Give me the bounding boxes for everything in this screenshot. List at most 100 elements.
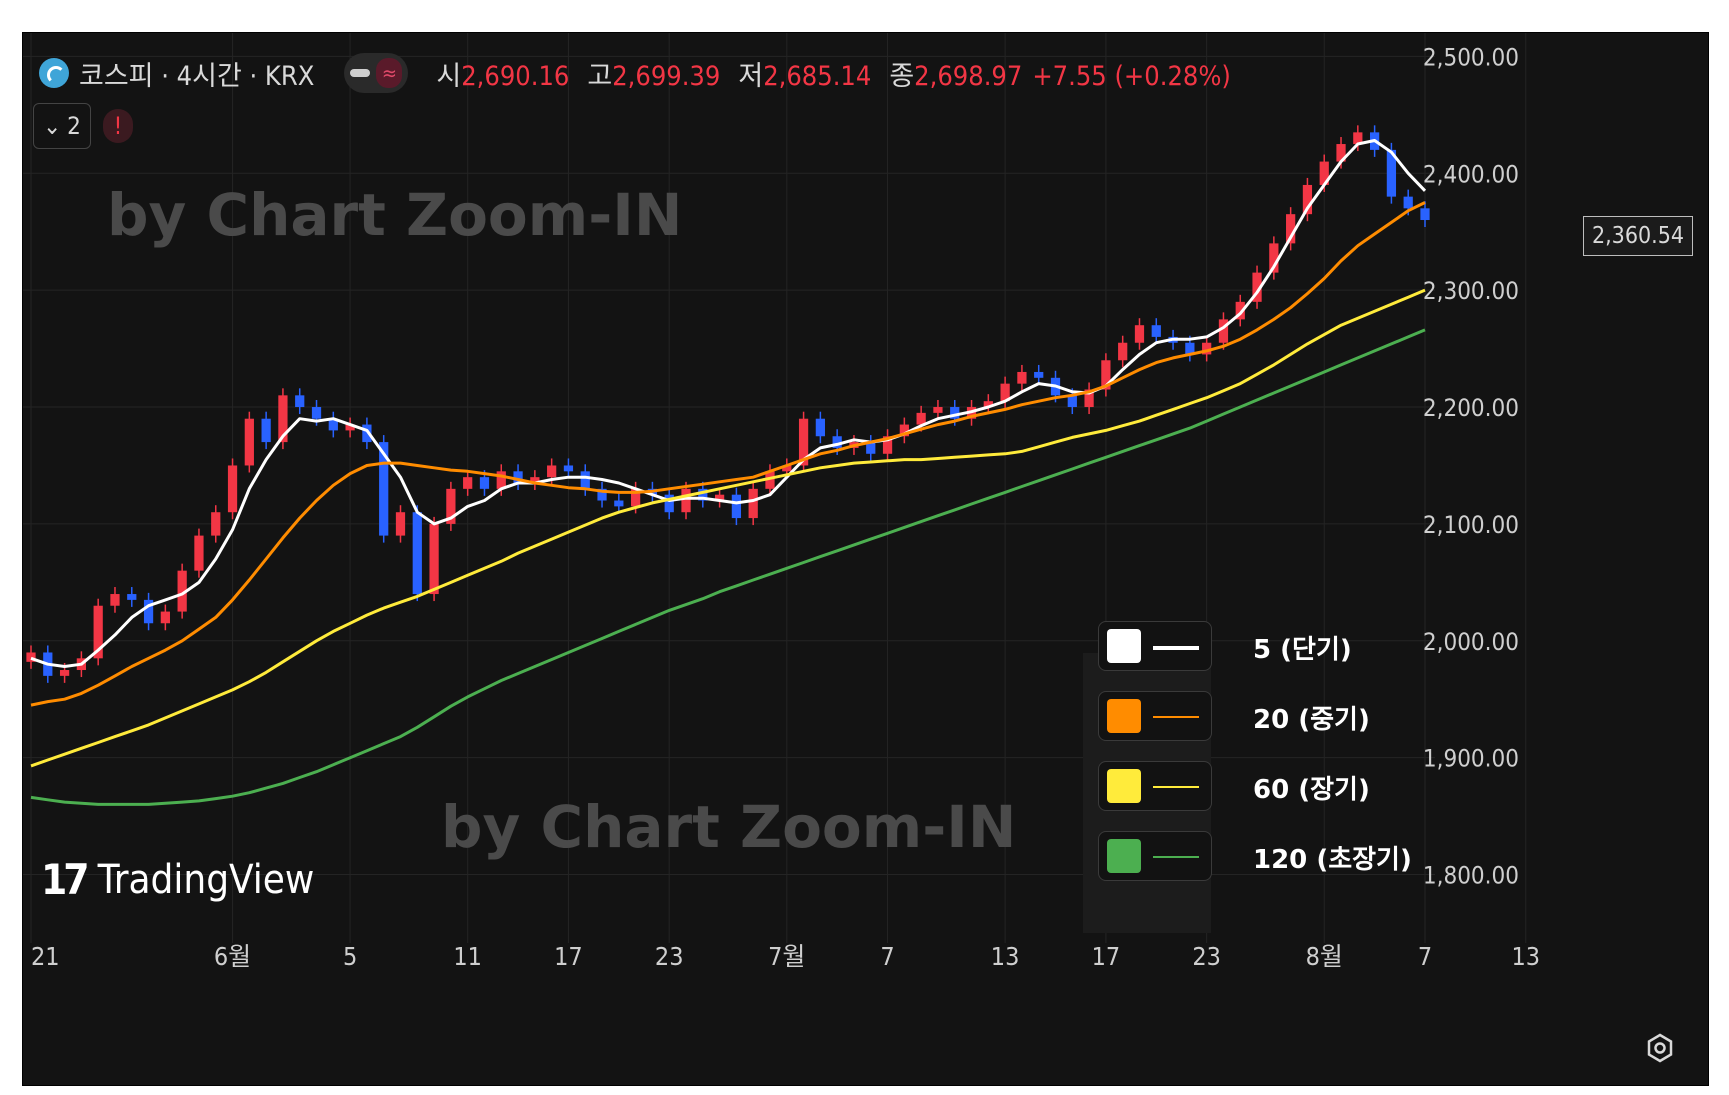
indicator-row: ⌄ 2 ! bbox=[33, 103, 133, 149]
candle-body bbox=[1202, 342, 1212, 355]
candle-body bbox=[1185, 342, 1195, 355]
y-tick-label: 2,400.00 bbox=[1423, 160, 1519, 188]
candle-body bbox=[1084, 389, 1094, 408]
x-tick-label: 17 bbox=[1092, 942, 1121, 971]
ohlc-value: 2,685.14 bbox=[763, 60, 872, 92]
legend-item bbox=[1098, 831, 1212, 881]
candle-body bbox=[1252, 272, 1262, 302]
candle-body bbox=[496, 471, 506, 489]
candle-body bbox=[127, 594, 137, 600]
ohlc-key: 저 bbox=[738, 60, 764, 92]
candle-body bbox=[698, 488, 708, 501]
candle-body bbox=[916, 412, 926, 425]
x-tick-label: 7 bbox=[880, 942, 894, 971]
settings-icon[interactable] bbox=[1645, 1033, 1675, 1063]
ohlc-value: 2,698.97 bbox=[914, 60, 1023, 92]
x-tick-label: 17 bbox=[554, 942, 583, 971]
candle-body bbox=[93, 605, 103, 659]
candle-body bbox=[580, 471, 590, 489]
legend-label: 120 (초장기) bbox=[1253, 845, 1412, 875]
legend-label: 5 (단기) bbox=[1253, 635, 1352, 665]
candle-body bbox=[379, 442, 389, 536]
candle-body bbox=[950, 407, 960, 419]
ma-line-20 bbox=[30, 201, 1426, 707]
legend-item bbox=[1098, 691, 1212, 741]
candle-body bbox=[1134, 325, 1145, 343]
x-tick-label: 21 bbox=[31, 942, 60, 971]
candle-body bbox=[244, 418, 254, 466]
legend-line bbox=[1153, 646, 1199, 650]
kospi-logo-icon bbox=[39, 58, 69, 88]
candle-body bbox=[395, 512, 406, 536]
candle-body bbox=[1235, 301, 1245, 320]
legend-swatch bbox=[1107, 629, 1141, 663]
legend-item bbox=[1098, 761, 1212, 811]
legend-swatch bbox=[1107, 839, 1141, 873]
candle-body bbox=[1286, 214, 1296, 244]
indicator-count: 2 bbox=[67, 112, 81, 140]
candle-body bbox=[110, 594, 120, 606]
x-tick-label: 23 bbox=[1192, 942, 1221, 971]
ma-line-60 bbox=[30, 288, 1426, 768]
chevron-down-icon: ⌄ bbox=[43, 112, 62, 140]
symbol-title[interactable]: 코스피 · 4시간 · KRX bbox=[79, 60, 315, 92]
candle-body bbox=[815, 418, 825, 437]
ohlc-value: 2,690.16 bbox=[461, 60, 570, 92]
x-tick-label: 13 bbox=[1511, 942, 1540, 971]
legend-label: 20 (중기) bbox=[1253, 705, 1370, 735]
y-tick-label: 2,100.00 bbox=[1423, 511, 1519, 539]
candle-body bbox=[1420, 208, 1430, 221]
candle-body bbox=[1269, 243, 1279, 273]
x-tick-label: 23 bbox=[655, 942, 684, 971]
ohlc-key: 시 bbox=[436, 60, 462, 92]
ohlc-key: 종 bbox=[889, 60, 915, 92]
candle-body bbox=[933, 407, 943, 413]
candle-body bbox=[832, 436, 842, 448]
candle-body bbox=[1151, 325, 1161, 337]
candle-body bbox=[899, 424, 909, 437]
candle-body bbox=[1353, 132, 1363, 145]
legend-swatch bbox=[1107, 699, 1141, 733]
candle-body bbox=[177, 570, 187, 612]
legend-line bbox=[1153, 856, 1199, 858]
candle-body bbox=[479, 477, 490, 489]
ohlc-readout: 시2,690.16 고2,699.39 저2,685.14 종2,698.97 +7.5… bbox=[418, 54, 1231, 93]
watermark-top: by Chart Zoom-IN bbox=[107, 181, 683, 249]
candle-body bbox=[513, 471, 523, 483]
x-tick-label: 7 bbox=[1418, 942, 1432, 971]
candle-body bbox=[882, 436, 893, 454]
candle-body bbox=[1017, 371, 1027, 384]
x-tick-label: 5 bbox=[343, 942, 357, 971]
candle-body bbox=[345, 424, 355, 431]
y-tick-label: 2,200.00 bbox=[1423, 394, 1519, 422]
price-chart[interactable]: 2,500.00 2,400.00 2,300.00 2,200.00 2,100.00… bbox=[23, 33, 1708, 1085]
x-tick-label: 11 bbox=[453, 942, 482, 971]
candle-body bbox=[362, 424, 372, 443]
candle-body bbox=[227, 465, 238, 513]
candle-body bbox=[295, 395, 305, 408]
candle-body bbox=[748, 488, 758, 519]
candle-body bbox=[1336, 144, 1346, 162]
candle-body bbox=[26, 652, 36, 662]
candle-body bbox=[681, 488, 691, 513]
candle-body bbox=[261, 418, 271, 443]
candle-body bbox=[530, 477, 540, 483]
chart-panel[interactable]: 2,500.00 2,400.00 2,300.00 2,200.00 2,100.00… bbox=[22, 32, 1709, 1086]
candle-body bbox=[765, 471, 775, 489]
candle-body bbox=[328, 418, 338, 431]
legend-item bbox=[1098, 621, 1212, 671]
candle-body bbox=[1403, 196, 1413, 209]
view-toggle[interactable]: ≈ bbox=[344, 53, 409, 93]
y-tick-label: 2,300.00 bbox=[1423, 277, 1519, 305]
tv-mark-icon: 17 bbox=[41, 855, 90, 904]
x-tick-label: 7월 bbox=[768, 942, 805, 971]
y-tick-label: 2,000.00 bbox=[1423, 628, 1519, 656]
wave-icon: ≈ bbox=[376, 58, 403, 88]
alert-icon[interactable]: ! bbox=[103, 109, 133, 143]
candle-body bbox=[278, 395, 288, 443]
candle-body bbox=[983, 401, 993, 408]
x-tick-label: 6월 bbox=[214, 942, 251, 971]
candle-body bbox=[1101, 360, 1111, 390]
candle-body bbox=[1067, 395, 1077, 408]
indicator-toggle-button[interactable]: ⌄ 2 bbox=[33, 103, 91, 149]
